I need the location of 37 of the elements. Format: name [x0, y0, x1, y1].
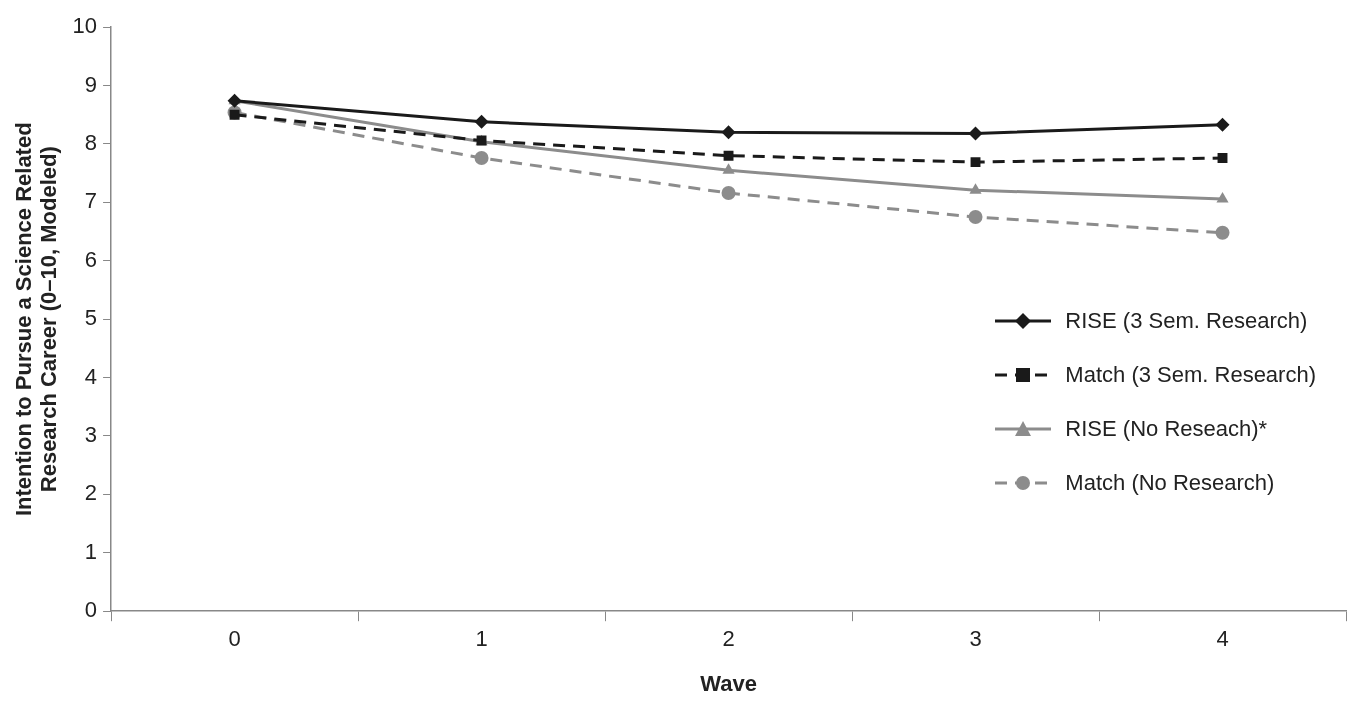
point	[1216, 191, 1229, 203]
point	[723, 150, 734, 161]
x-tick-label: 4	[1216, 626, 1229, 652]
y-tick-label: 3	[84, 422, 98, 448]
x-tick-label: 2	[722, 626, 735, 652]
y-tick-label: 1	[84, 538, 98, 564]
x-tick-label: 3	[969, 626, 982, 652]
point	[721, 125, 736, 140]
point	[1217, 153, 1228, 163]
legend-label: RISE (No Reseach)*	[1065, 416, 1268, 442]
x-tick-label: 1	[475, 626, 488, 652]
y-tick-label: 0	[84, 597, 98, 623]
point	[968, 126, 983, 141]
point	[474, 151, 489, 166]
point	[229, 109, 240, 120]
y-tick-label: 2	[84, 480, 98, 506]
y-tick-label: 4	[84, 363, 98, 389]
y-tick-label: 6	[84, 246, 98, 272]
point	[474, 114, 489, 129]
x-axis-title: Wave	[700, 670, 757, 696]
legend-label: Match (3 Sem. Research)	[1065, 362, 1316, 388]
point	[721, 186, 736, 201]
y-axis-title: Intention to Pursue a Science Related Research Career (0–10, Modeled)	[10, 122, 62, 517]
point	[722, 163, 735, 174]
legend-label: RISE (3 Sem. Research)	[1065, 308, 1308, 334]
y-tick-label: 7	[84, 188, 98, 214]
y-tick-label: 8	[84, 130, 98, 156]
point	[969, 183, 982, 194]
y-tick-label: 10	[72, 13, 98, 39]
point	[1215, 117, 1230, 132]
y-tick-label: 9	[84, 71, 98, 97]
point	[968, 210, 983, 224]
point	[970, 157, 981, 168]
y-tick-label: 5	[84, 305, 98, 331]
x-tick-label: 0	[228, 626, 241, 652]
legend-label: Match (No Research)	[1065, 470, 1275, 496]
point	[1215, 225, 1230, 240]
